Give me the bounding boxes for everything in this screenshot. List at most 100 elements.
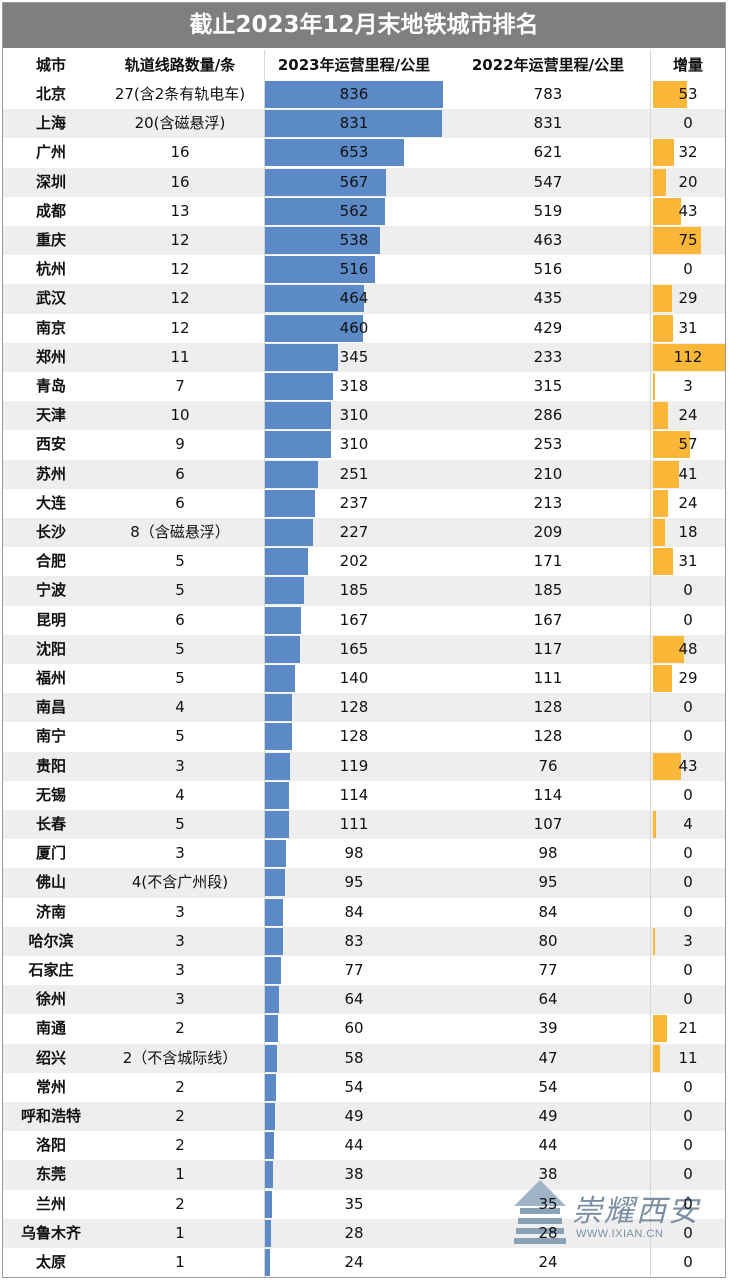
mileage-2022-cell: 463 <box>533 231 563 249</box>
table-row: 天津 10 310 286 24 <box>3 401 725 431</box>
increase-cell: 0 <box>683 581 693 600</box>
mileage-2023-cell: 64 <box>344 990 364 1009</box>
city-cell: 广州 <box>35 143 66 162</box>
mileage-2022-cell: 80 <box>538 931 558 950</box>
city-cell: 常州 <box>35 1077 66 1096</box>
table-title: 截止2023年12月末地铁城市排名 <box>3 3 725 48</box>
mileage-2023-bar <box>265 519 314 546</box>
mileage-2023-bar <box>265 1132 275 1160</box>
city-cell: 长春 <box>35 815 66 833</box>
increase-bar <box>653 285 672 313</box>
mileage-2023-bar <box>265 402 331 430</box>
increase-cell: 29 <box>678 669 698 687</box>
mileage-2023-bar <box>265 665 295 692</box>
increase-cell: 0 <box>683 1223 693 1242</box>
mileage-2022-cell: 783 <box>533 85 563 103</box>
increase-cell: 24 <box>678 406 698 425</box>
mileage-2023-cell: 128 <box>339 727 369 746</box>
mileage-2022-cell: 213 <box>533 493 563 512</box>
table-row: 沈阳 5 165 117 48 <box>3 634 725 664</box>
mileage-2023-bar <box>265 723 293 751</box>
mileage-2022-cell: 233 <box>533 347 563 366</box>
line-count-cell: 10 <box>170 406 190 425</box>
increase-cell: 0 <box>683 114 693 133</box>
line-count-cell: 6 <box>175 493 185 512</box>
line-count-cell: 4(不含广州段) <box>131 873 229 892</box>
line-count-cell: 3 <box>175 961 185 979</box>
table-row: 佛山 4(不含广州段) 95 95 0 <box>3 868 725 898</box>
mileage-2023-cell: 202 <box>339 552 369 571</box>
mileage-2023-cell: 167 <box>339 610 369 629</box>
mileage-2023-cell: 83 <box>344 931 364 950</box>
header-mileage-2023: 2023年运营里程/公里 <box>277 56 431 74</box>
line-count-cell: 3 <box>175 931 185 950</box>
city-cell: 徐州 <box>35 990 66 1009</box>
line-count-cell: 7 <box>175 377 185 395</box>
increase-cell: 0 <box>683 902 693 921</box>
line-count-cell: 12 <box>170 260 190 279</box>
city-cell: 郑州 <box>35 347 66 366</box>
table-row: 重庆 12 538 463 75 <box>3 226 725 256</box>
increase-cell: 32 <box>678 143 698 162</box>
increase-cell: 31 <box>678 318 698 337</box>
column-divider <box>264 50 265 1277</box>
mileage-2023-cell: 77 <box>344 961 364 979</box>
table-row: 北京 27(含2条有轨电车) 836 783 53 <box>3 80 725 109</box>
increase-bar <box>653 665 672 692</box>
line-count-cell: 8（含磁悬浮） <box>130 523 230 541</box>
mileage-2022-cell: 171 <box>533 552 563 571</box>
city-cell: 石家庄 <box>28 961 74 979</box>
mileage-2023-cell: 38 <box>344 1165 364 1184</box>
increase-cell: 0 <box>683 873 693 892</box>
header-row: 城市 轨道线路数量/条 2023年运营里程/公里 2022年运营里程/公里 增量 <box>3 50 725 80</box>
mileage-2022-cell: 185 <box>533 581 563 600</box>
mileage-2023-cell: 310 <box>339 406 369 425</box>
increase-cell: 48 <box>678 639 698 658</box>
city-cell: 哈尔滨 <box>28 931 74 950</box>
line-count-cell: 6 <box>175 464 185 483</box>
increase-bar <box>653 81 688 108</box>
mileage-2023-bar <box>265 898 283 926</box>
increase-bar <box>653 343 725 371</box>
line-count-cell: 1 <box>175 1253 185 1271</box>
header-mileage-2022: 2022年运营里程/公里 <box>471 56 625 74</box>
city-cell: 南宁 <box>35 727 66 746</box>
line-count-cell: 3 <box>175 756 185 775</box>
mileage-2023-bar <box>265 694 293 722</box>
mileage-2022-cell: 98 <box>538 844 558 863</box>
city-cell: 重庆 <box>35 231 66 249</box>
mileage-2023-bar <box>265 343 339 371</box>
line-count-cell: 3 <box>175 844 185 863</box>
mileage-2023-bar <box>265 606 301 634</box>
mileage-2023-bar <box>265 635 301 663</box>
table-row: 合肥 5 202 171 31 <box>3 547 725 576</box>
city-cell: 苏州 <box>35 464 66 483</box>
mileage-2022-cell: 39 <box>538 1019 558 1038</box>
city-cell: 无锡 <box>35 785 66 804</box>
city-cell: 太原 <box>35 1253 66 1271</box>
mileage-2023-bar <box>265 811 289 838</box>
mileage-2022-cell: 547 <box>533 172 563 191</box>
mileage-2022-cell: 28 <box>538 1223 558 1242</box>
mileage-2022-cell: 84 <box>538 902 558 921</box>
mileage-2023-bar <box>265 577 305 605</box>
increase-bar <box>653 431 690 459</box>
line-count-cell: 27(含2条有轨电车) <box>114 85 246 103</box>
mileage-2023-cell: 84 <box>344 902 364 921</box>
increase-cell: 0 <box>683 990 693 1009</box>
increase-bar <box>653 811 656 838</box>
table-row: 西安 9 310 253 57 <box>3 430 725 459</box>
mileage-2023-bar <box>265 285 364 313</box>
city-cell: 深圳 <box>35 172 66 191</box>
increase-cell: 0 <box>683 610 693 629</box>
mileage-2023-cell: 318 <box>339 377 369 395</box>
mileage-2023-bar <box>265 548 308 576</box>
table-row: 福州 5 140 111 29 <box>3 664 725 693</box>
line-count-cell: 2（不含城际线） <box>122 1048 238 1067</box>
increase-cell: 0 <box>683 785 693 804</box>
mileage-2023-cell: 58 <box>344 1048 364 1067</box>
table-row: 东莞 1 38 38 0 <box>3 1160 725 1190</box>
increase-bar <box>653 548 673 576</box>
increase-cell: 0 <box>683 1136 693 1155</box>
mileage-2022-cell: 435 <box>533 289 563 308</box>
